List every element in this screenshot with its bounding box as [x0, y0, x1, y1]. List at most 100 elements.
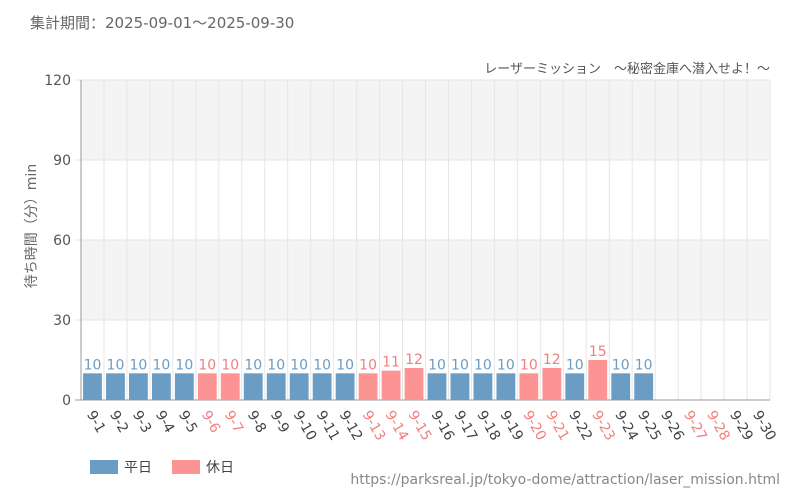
bar-9-5	[174, 373, 194, 400]
collection-period: 集計期間：2025-09-01～2025-09-30	[30, 14, 295, 32]
x-tick-label: 9-30	[749, 408, 779, 444]
data-labels: 10 10 10 10 10 10 10 10 10 10 10 10 10 11 12 10 10 10 10 10…	[84, 344, 653, 373]
x-tick-label: 9-5	[175, 408, 200, 436]
legend-swatch-holiday	[172, 460, 200, 474]
bar-9-12	[335, 373, 355, 400]
data-label-9-23: 15	[589, 344, 607, 360]
bars	[83, 360, 654, 400]
x-tick-label: 9-19	[496, 408, 526, 444]
y-tick-labels: 0 30 60 90 120	[44, 73, 71, 409]
x-tick-labels: 9-19-29-39-49-59-69-79-89-99-109-119-129…	[83, 408, 779, 444]
bar-9-2	[106, 373, 125, 400]
bar-9-11	[312, 373, 332, 400]
y-tick-label: 60	[53, 233, 71, 249]
bar-9-9	[266, 373, 286, 400]
bar-9-10	[289, 373, 309, 400]
x-tick-label: 9-23	[588, 408, 618, 444]
bar-9-19	[496, 373, 516, 400]
bar-9-4	[151, 373, 171, 400]
data-label-9-4: 10	[152, 357, 170, 373]
bar-9-3	[129, 373, 148, 400]
bar-9-6	[197, 373, 217, 400]
bar-9-8	[243, 373, 263, 400]
data-label-9-25: 10	[635, 357, 653, 373]
x-tick-label: 9-2	[106, 408, 131, 436]
x-tick-label: 9-16	[428, 408, 458, 444]
x-tick-label: 9-22	[565, 408, 595, 444]
data-label-9-5: 10	[175, 357, 193, 373]
data-label-9-11: 10	[313, 357, 331, 373]
data-label-9-9: 10	[267, 357, 285, 373]
x-tick-label: 9-25	[634, 408, 664, 444]
y-tick-label: 120	[44, 73, 71, 89]
data-label-9-1: 10	[84, 357, 102, 373]
data-label-9-8: 10	[244, 357, 262, 373]
bar-9-23	[588, 360, 608, 400]
legend-item-weekday: 平日	[90, 457, 152, 477]
bar-9-17	[450, 373, 470, 400]
x-tick-label: 9-11	[313, 408, 343, 444]
data-label-9-17: 10	[451, 357, 469, 373]
x-tick-label: 9-4	[152, 408, 177, 436]
data-label-9-3: 10	[130, 357, 148, 373]
legend-label-holiday: 休日	[206, 460, 234, 476]
bar-9-16	[427, 373, 447, 400]
bar-9-18	[473, 373, 493, 400]
bar-9-15	[404, 368, 424, 400]
data-label-9-14: 11	[382, 355, 400, 371]
y-tick-label: 90	[53, 153, 71, 169]
x-tick-label: 9-3	[129, 408, 154, 436]
x-tick-label: 9-17	[450, 408, 480, 444]
data-label-9-19: 10	[497, 357, 515, 373]
x-tick-label: 9-26	[657, 408, 687, 444]
x-tick-label: 9-15	[405, 408, 435, 444]
data-label-9-2: 10	[107, 357, 125, 373]
y-tick-label: 30	[53, 313, 71, 329]
data-label-9-12: 10	[336, 357, 354, 373]
bar-9-24	[611, 373, 631, 400]
bar-9-7	[220, 373, 240, 400]
data-label-9-15: 12	[405, 352, 423, 368]
x-tick-label: 9-8	[244, 408, 269, 436]
data-label-9-10: 10	[290, 357, 308, 373]
x-tick-label: 9-28	[703, 408, 733, 444]
legend-item-holiday: 休日	[172, 457, 234, 477]
data-label-9-16: 10	[428, 357, 446, 373]
data-label-9-21: 12	[543, 352, 561, 368]
x-tick-label: 9-21	[542, 408, 572, 444]
x-tick-label: 9-12	[336, 408, 366, 444]
y-tick-label: 0	[62, 393, 71, 409]
bar-9-13	[358, 373, 378, 400]
x-tick-label: 9-7	[221, 408, 246, 436]
chart-title: レーザーミッション ～秘密金庫へ潜入せよ！～	[484, 61, 770, 77]
legend-label-weekday: 平日	[124, 460, 152, 476]
bar-9-21	[542, 368, 562, 400]
legend-swatch-weekday	[90, 460, 118, 474]
data-label-9-24: 10	[612, 357, 630, 373]
x-tick-label: 9-18	[473, 408, 503, 444]
x-tick-label: 9-1	[83, 408, 108, 436]
data-label-9-7: 10	[221, 357, 239, 373]
bar-9-20	[519, 373, 539, 400]
y-axis-label: 待ち時間（分）min	[24, 164, 40, 288]
bar-9-22	[565, 373, 585, 400]
data-label-9-18: 10	[474, 357, 492, 373]
legend: 平日 休日	[90, 457, 254, 477]
bar-9-25	[634, 373, 654, 400]
data-label-9-6: 10	[198, 357, 216, 373]
x-tick-label: 9-20	[519, 408, 549, 444]
data-label-9-13: 10	[359, 357, 377, 373]
bar-9-14	[381, 370, 401, 400]
x-tick-label: 9-13	[359, 408, 389, 444]
x-tick-label: 9-24	[611, 408, 641, 444]
bar-9-1	[83, 373, 102, 400]
x-tick-label: 9-29	[726, 408, 756, 444]
data-label-9-22: 10	[566, 357, 584, 373]
x-tick-label: 9-6	[198, 408, 223, 436]
x-tick-label: 9-27	[680, 408, 710, 444]
source-url[interactable]: https://parksreal.jp/tokyo-dome/attracti…	[350, 472, 780, 488]
x-tick-label: 9-14	[382, 408, 412, 444]
wait-time-chart: 10 10 10 10 10 10 10 10 10 10 10 10 10 11 12 10 10 10 10 10…	[24, 61, 779, 444]
x-tick-label: 9-9	[267, 408, 292, 436]
data-label-9-20: 10	[520, 357, 538, 373]
